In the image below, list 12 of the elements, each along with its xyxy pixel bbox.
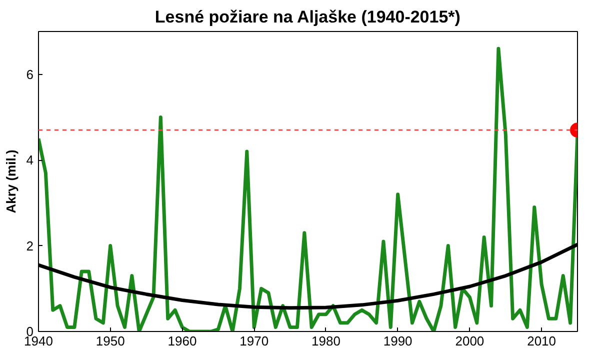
x-tick-label: 2000 (455, 334, 484, 348)
x-tick-label: 2010 (527, 334, 556, 348)
y-tick-label: 4 (26, 152, 34, 168)
x-tick-label: 1960 (168, 334, 197, 348)
y-tick-label: 6 (26, 66, 34, 82)
x-tick-label: 1950 (96, 334, 125, 348)
chart-title: Lesné požiare na Aljaške (1940-2015*) (154, 8, 460, 26)
x-tick-label: 1980 (312, 334, 340, 348)
x-tick-label: 1990 (383, 334, 412, 348)
x-tick-label: 1970 (240, 334, 269, 348)
y-axis-title: Akry (mil.) (3, 150, 18, 214)
y-tick-label: 2 (26, 238, 34, 254)
